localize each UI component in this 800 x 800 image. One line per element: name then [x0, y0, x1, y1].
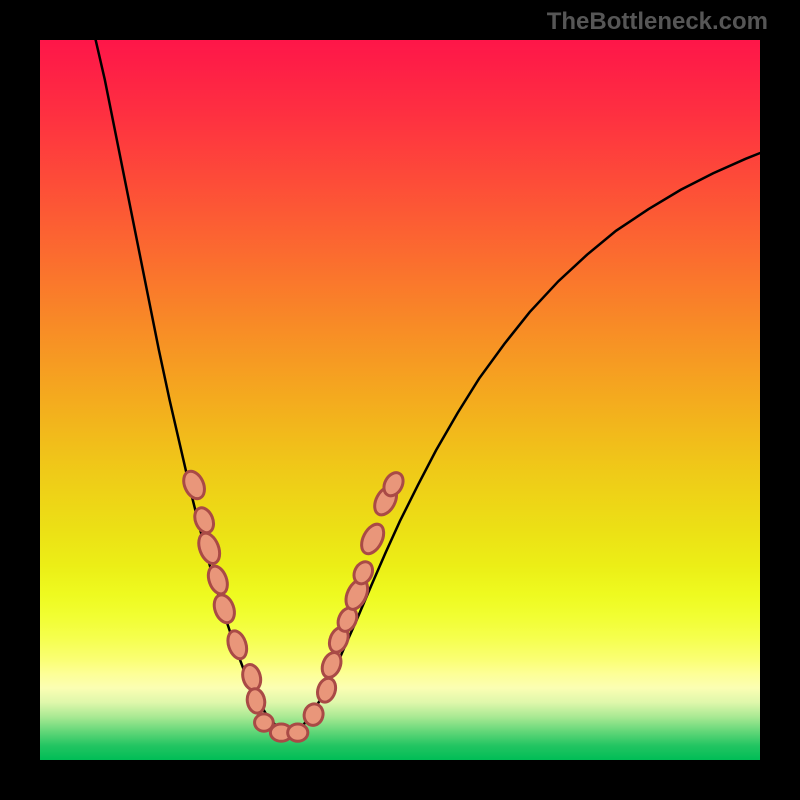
watermark-text: TheBottleneck.com	[547, 8, 768, 36]
chart-root: TheBottleneck.com	[0, 0, 800, 800]
gradient-background	[40, 40, 760, 760]
plot-area	[40, 40, 760, 760]
